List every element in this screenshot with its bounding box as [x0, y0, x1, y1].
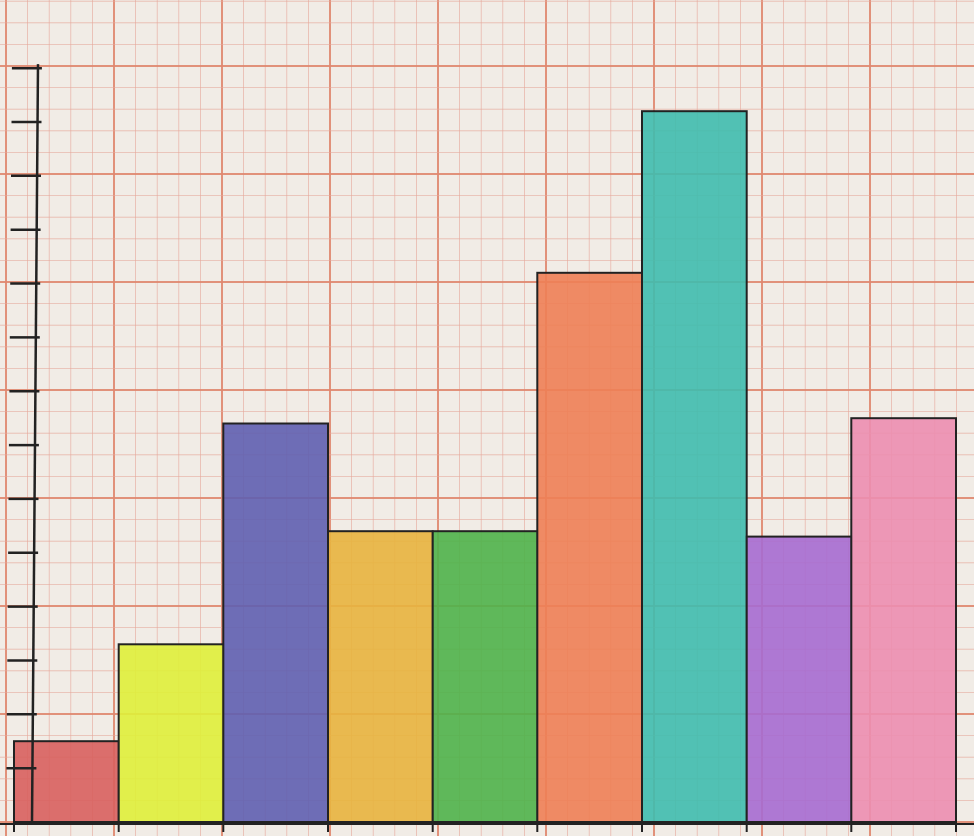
bar-1 — [13, 740, 120, 824]
bar-9 — [850, 417, 957, 823]
bar-2 — [117, 643, 225, 823]
bar-4 — [327, 530, 434, 823]
bar-3 — [222, 422, 329, 823]
bar-6 — [536, 271, 643, 823]
bar-8 — [745, 535, 853, 823]
bar-7 — [641, 110, 748, 823]
bars — [13, 110, 957, 824]
y-axis-line — [30, 64, 40, 823]
y-axis — [0, 64, 974, 832]
bar-5 — [431, 530, 539, 823]
